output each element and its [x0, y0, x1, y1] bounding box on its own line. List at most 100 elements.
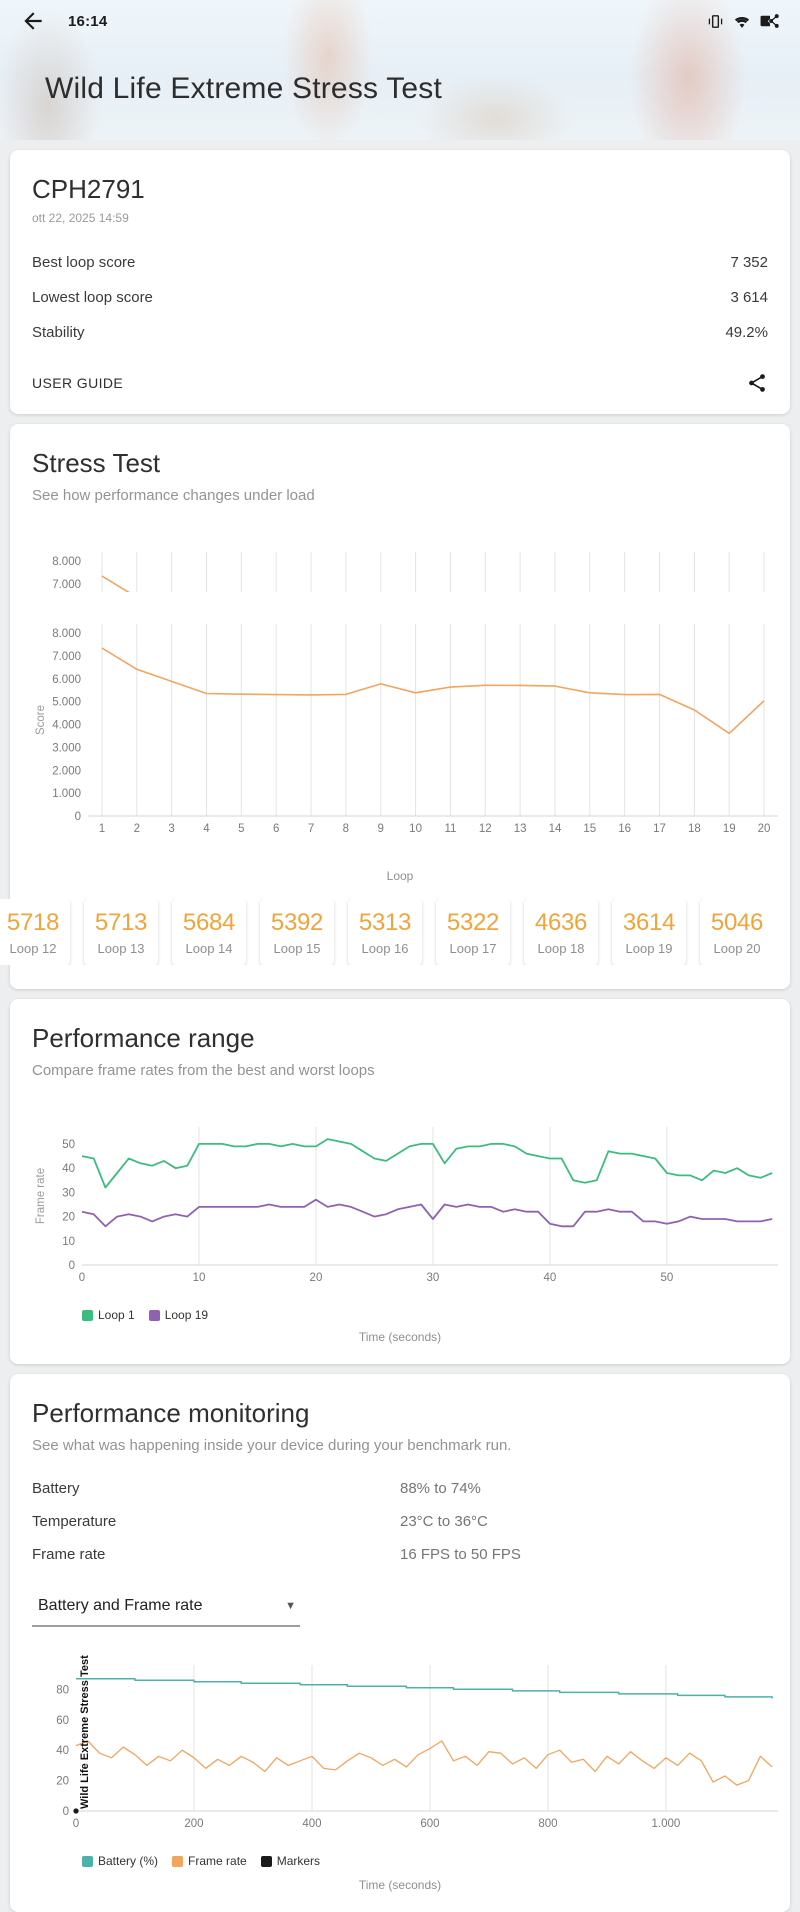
monitoring-row: Battery 88% to 74%: [32, 1472, 768, 1505]
stress-chart-xlabel: Loop: [386, 869, 414, 883]
page-title: Wild Life Extreme Stress Test: [45, 72, 443, 105]
loop-score-label: Loop 14: [185, 941, 233, 956]
loop-score-card[interactable]: 5313 Loop 16: [348, 899, 422, 965]
loop-score-card[interactable]: 4636 Loop 18: [524, 899, 598, 965]
device-name: CPH2791: [32, 174, 145, 204]
stress-chart: 0 1.000 2.000 3.000 4.000 5.000 6.000 7.000 8.00…: [32, 614, 778, 883]
loop-score-card[interactable]: 5046 Loop 20: [700, 899, 768, 965]
loop-score-value: 5322: [446, 909, 500, 936]
screen-share-icon: [760, 14, 779, 28]
svg-text:19: 19: [723, 823, 736, 835]
user-guide-link[interactable]: USER GUIDE: [32, 375, 124, 391]
result-date: ott 22, 2025 14:59: [32, 211, 129, 225]
monitoring-rows: Battery 88% to 74% Temperature 23°C to 36°C…: [32, 1472, 768, 1571]
performance-range-legend: Loop 1 Loop 19: [32, 1308, 768, 1322]
svg-text:7: 7: [308, 823, 314, 835]
result-card: CPH2791 ott 22, 2025 14:59 Best loop sco…: [10, 150, 790, 414]
loop-score-value: 5392: [270, 909, 324, 936]
stress-test-title: Stress Test: [32, 448, 161, 478]
loop-score-value: 3614: [622, 909, 676, 936]
loop-score-label: Loop 13: [97, 941, 145, 956]
legend-item: Loop 1: [82, 1308, 135, 1322]
monitoring-row-value: 88% to 74%: [400, 1480, 481, 1497]
performance-range-title: Performance range: [32, 1023, 255, 1053]
svg-text:80: 80: [56, 1684, 69, 1696]
performance-monitoring-subtitle: See what was happening inside your devic…: [32, 1437, 512, 1454]
svg-text:400: 400: [302, 1818, 321, 1830]
loop-score-card[interactable]: 3614 Loop 19: [612, 899, 686, 965]
loop-score-value: 4636: [534, 909, 588, 936]
svg-text:13: 13: [514, 823, 527, 835]
stress-chart-clipped: 01.0002.0003.0004.0005.0006.0007.0008.00…: [32, 542, 768, 592]
svg-text:15: 15: [583, 823, 596, 835]
svg-text:3.000: 3.000: [52, 742, 81, 754]
loop-score-list[interactable]: 5718 Loop 12 5713 Loop 13 5684 Loop 14 5392 Loo…: [0, 899, 768, 965]
svg-text:4: 4: [203, 823, 210, 835]
svg-text:8.000: 8.000: [52, 628, 81, 640]
svg-text:16: 16: [618, 823, 631, 835]
svg-text:60: 60: [56, 1715, 69, 1727]
result-row-label: Lowest loop score: [32, 289, 153, 306]
svg-text:10: 10: [409, 823, 422, 835]
svg-text:0: 0: [79, 1272, 85, 1284]
svg-text:200: 200: [184, 1818, 203, 1830]
svg-text:5: 5: [238, 823, 244, 835]
svg-text:0: 0: [73, 1818, 79, 1830]
svg-text:18: 18: [688, 823, 701, 835]
svg-text:0: 0: [75, 811, 81, 823]
svg-text:1: 1: [99, 823, 105, 835]
svg-text:30: 30: [62, 1187, 75, 1199]
svg-text:4.000: 4.000: [52, 720, 81, 732]
legend-swatch: [148, 1309, 160, 1321]
legend-swatch: [82, 1309, 93, 1321]
vibrate-icon: [708, 14, 723, 28]
svg-text:0: 0: [63, 1806, 69, 1818]
legend-item: Loop 19: [148, 1308, 208, 1322]
svg-text:10: 10: [193, 1272, 206, 1284]
result-row-value: 3 614: [730, 289, 768, 306]
result-row: Stability 49.2%: [32, 315, 768, 350]
monitoring-legend: Battery (%) Frame rate Markers: [32, 1854, 768, 1868]
svg-text:7.000: 7.000: [52, 651, 81, 663]
loop-score-label: Loop 12: [9, 941, 57, 956]
monitoring-row-label: Battery: [32, 1480, 80, 1497]
svg-text:2.000: 2.000: [52, 765, 81, 777]
loop-score-card[interactable]: 5713 Loop 13: [84, 899, 158, 965]
svg-text:Score: Score: [35, 705, 47, 735]
svg-text:20: 20: [310, 1272, 323, 1284]
loop-score-label: Loop 20: [713, 941, 761, 956]
loop-score-label: Loop 16: [361, 941, 409, 956]
stress-test-subtitle: See how performance changes under load: [32, 487, 315, 504]
monitoring-row-label: Temperature: [32, 1513, 117, 1530]
legend-item: Battery (%): [82, 1854, 158, 1868]
loop-score-value: 5718: [6, 909, 60, 936]
svg-text:7.000: 7.000: [52, 579, 81, 591]
loop-score-label: Loop 18: [537, 941, 585, 956]
loop-score-card[interactable]: 5684 Loop 14: [172, 899, 246, 965]
loop-score-card[interactable]: 5718 Loop 12: [0, 899, 70, 965]
result-rows: Best loop score 7 352 Lowest loop score 3 6…: [32, 245, 768, 350]
loop-score-label: Loop 17: [449, 941, 497, 956]
loop-score-value: 5684: [182, 909, 236, 936]
svg-text:50: 50: [660, 1272, 673, 1284]
svg-text:14: 14: [549, 823, 562, 835]
status-bar: 16:14: [0, 0, 800, 42]
loop-score-value: 5713: [94, 909, 148, 936]
back-arrow-icon[interactable]: [20, 8, 46, 34]
svg-text:Frame rate: Frame rate: [35, 1168, 47, 1224]
result-row-value: 7 352: [730, 254, 768, 271]
metric-select-dropdown[interactable]: Battery and Frame rate ▼: [32, 1597, 300, 1627]
metric-select-value: Battery and Frame rate: [38, 1597, 203, 1614]
loop-score-card[interactable]: 5392 Loop 15: [260, 899, 334, 965]
svg-text:30: 30: [427, 1272, 440, 1284]
svg-text:12: 12: [479, 823, 492, 835]
legend-swatch: [260, 1855, 272, 1867]
loop-score-card[interactable]: 5322 Loop 17: [436, 899, 510, 965]
share-icon[interactable]: [746, 372, 768, 394]
svg-text:Wild Life Extreme Stress Test: Wild Life Extreme Stress Test: [79, 1655, 91, 1809]
performance-range-card: Performance range Compare frame rates fr…: [10, 999, 790, 1364]
loop-score-label: Loop 19: [625, 941, 673, 956]
loop-score-label: Loop 15: [273, 941, 321, 956]
svg-text:8.000: 8.000: [52, 556, 81, 568]
